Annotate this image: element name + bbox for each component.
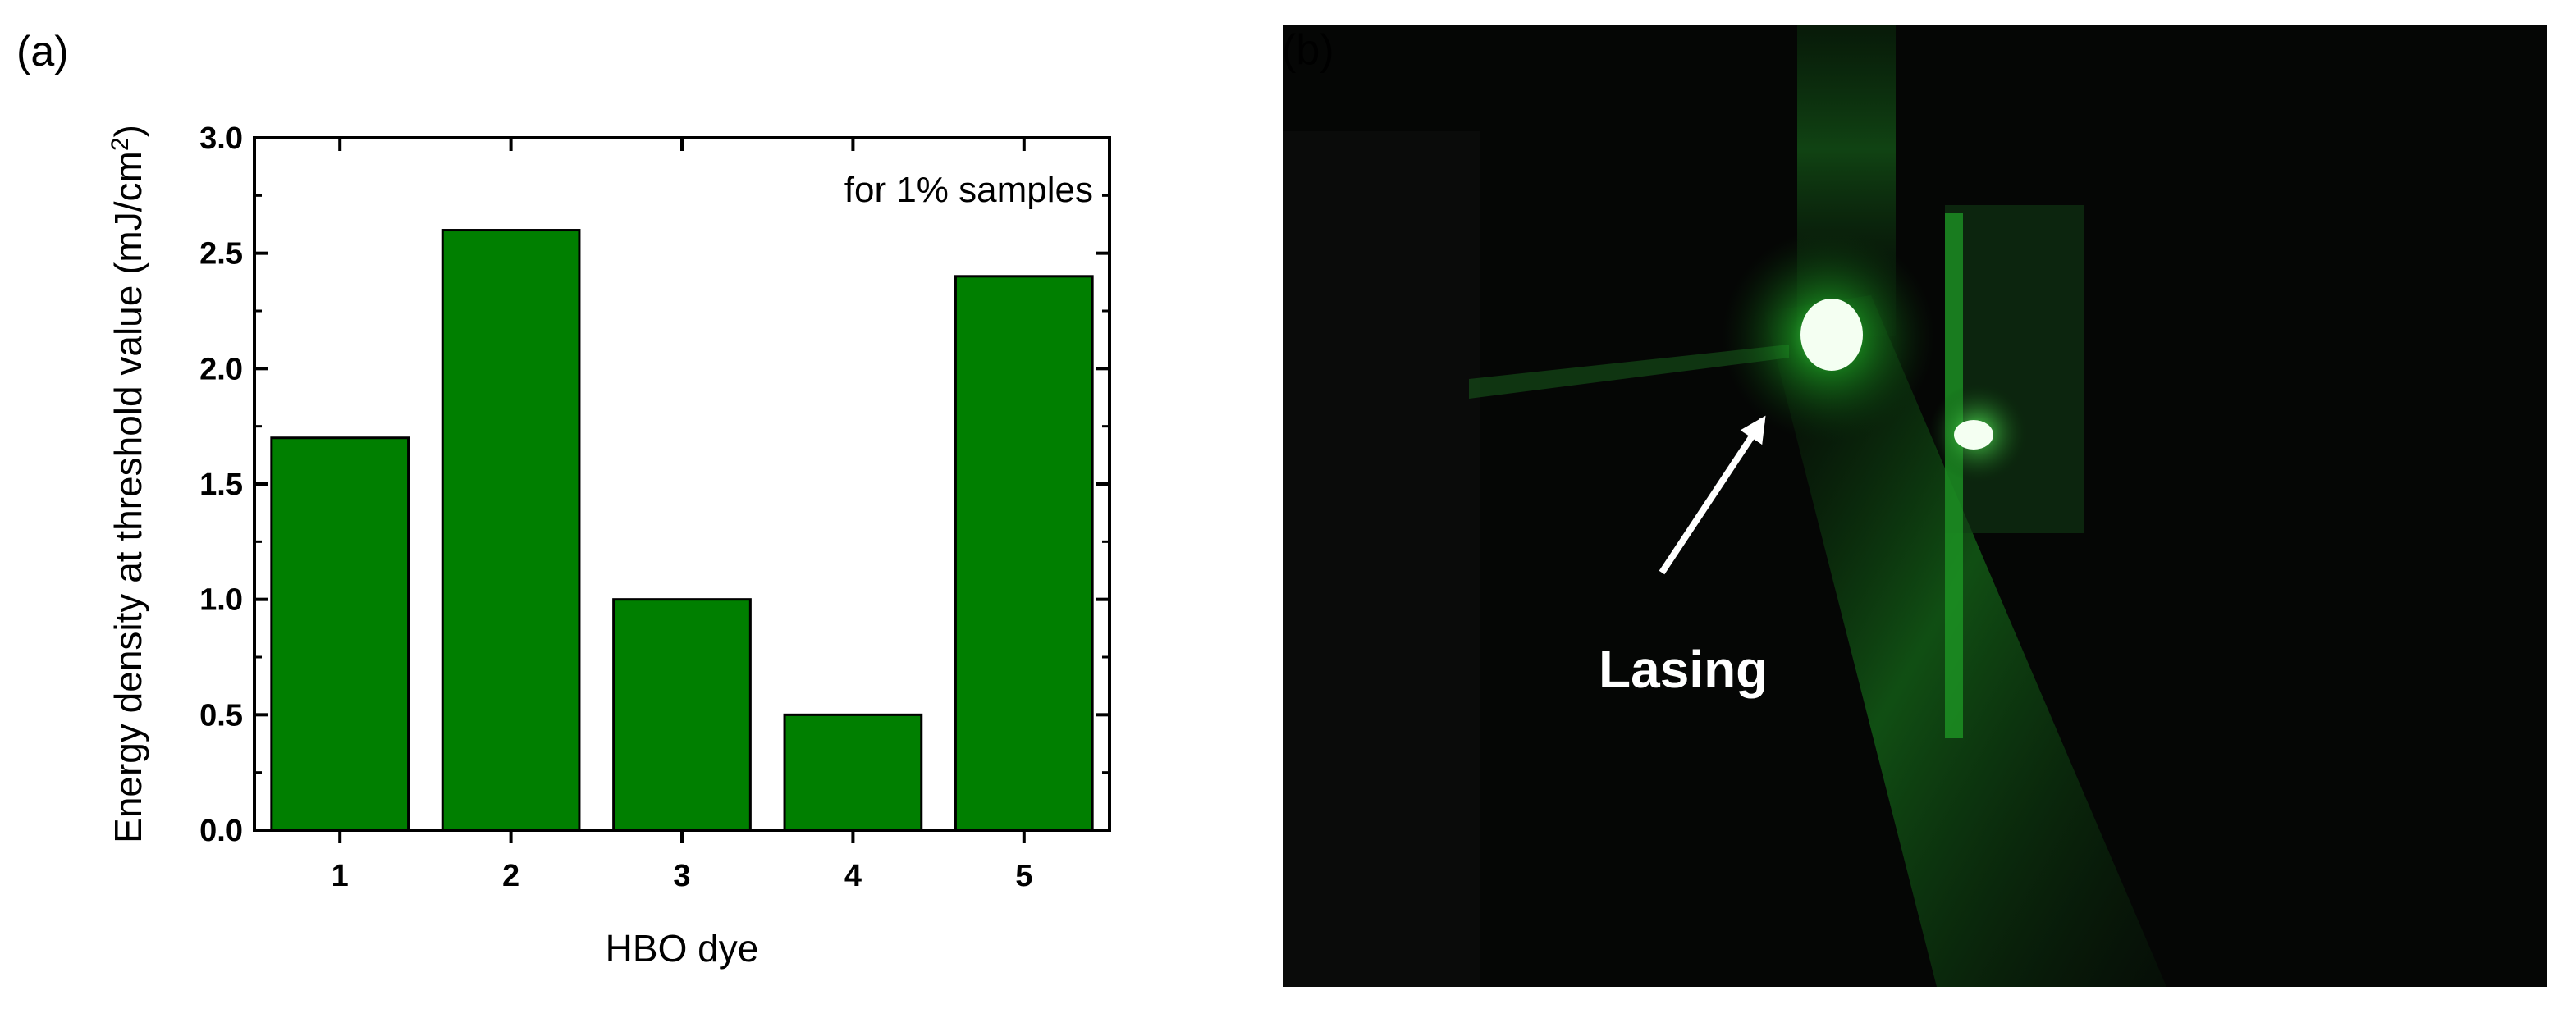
y-tick-label: 1.5 — [199, 468, 243, 502]
x-ticks-group: 1 2 3 4 5 — [332, 138, 1032, 893]
sample-plate — [1945, 205, 2084, 533]
chart-annotation: for 1% samples — [844, 170, 1093, 210]
bar-1 — [270, 436, 410, 832]
x-tick-label: 4 — [844, 859, 862, 893]
y-axis-title-text: Energy density at threshold value (mJ/cm — [107, 151, 149, 843]
laser-beam — [1764, 295, 2166, 987]
y-tick-label: 0.0 — [199, 814, 243, 848]
panel-a: (a) 0.0 0.5 1.0 1.5 2.0 2.5 3.0 1 2 3 4 5 for 1% s… — [16, 28, 1111, 970]
arrow-icon — [1659, 415, 1766, 575]
x-tick-label: 2 — [502, 859, 519, 893]
x-tick-label: 5 — [1015, 859, 1032, 893]
y-ticks-group: 0.0 0.5 1.0 1.5 2.0 2.5 3.0 — [199, 121, 1110, 848]
y-axis-title-suffix: ) — [107, 125, 149, 137]
y-tick-label: 2.0 — [199, 352, 243, 386]
y-tick-label: 0.5 — [199, 698, 243, 733]
bar-3 — [612, 598, 752, 832]
y-axis-title: Energy density at threshold value (mJ/cm… — [107, 125, 149, 843]
y-tick-label: 2.5 — [199, 237, 243, 272]
bar-4 — [783, 713, 923, 832]
x-axis-title: HBO dye — [606, 927, 759, 970]
lasing-spot — [1800, 299, 1863, 371]
secondary-spot — [1954, 420, 1993, 450]
panel-b-label: (b) — [1282, 26, 1334, 74]
bar-5 — [954, 275, 1094, 832]
y-axis-title-superscript: 2 — [107, 137, 134, 151]
y-tick-label: 3.0 — [199, 121, 243, 156]
x-tick-label: 1 — [332, 859, 349, 893]
plot-area: 0.0 0.5 1.0 1.5 2.0 2.5 3.0 1 2 3 4 5 — [199, 121, 1111, 893]
y-tick-label: 1.0 — [199, 583, 243, 618]
bar-2 — [441, 229, 581, 832]
laser-beam-horizontal — [1469, 345, 1789, 399]
panel-a-label: (a) — [16, 28, 69, 75]
lasing-label: Lasing — [1599, 640, 1768, 699]
bars-group — [270, 229, 1094, 832]
panel-b: Lasing (b) — [1282, 25, 2547, 987]
photo-left-structure — [1283, 131, 1480, 987]
x-tick-label: 3 — [673, 859, 690, 893]
